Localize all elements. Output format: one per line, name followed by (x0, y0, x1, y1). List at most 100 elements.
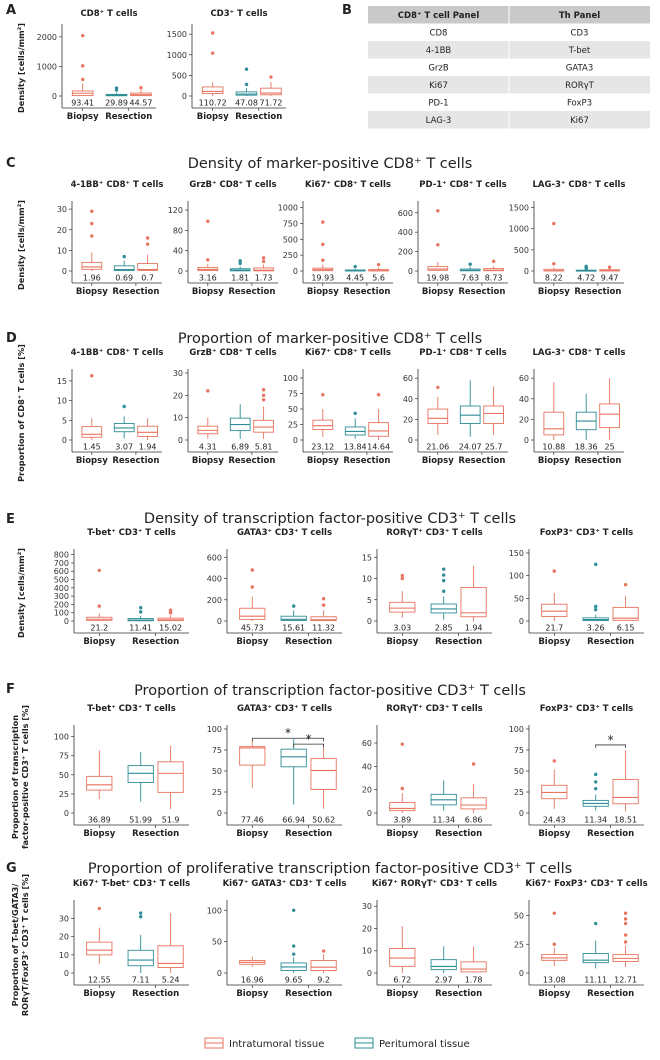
box-iqr (427, 408, 449, 424)
outlier-point (400, 786, 404, 791)
y-tick-label: 100 (283, 374, 298, 383)
box-peritumoral: 3.07 (113, 404, 135, 452)
outlier-point (210, 51, 215, 55)
panel-5: LAG-3⁺ CD8⁺ T cells 0 500 1000 1500 Biopsy Res… (509, 180, 626, 297)
panel-title: T-bet⁺ CD3⁺ T cells (87, 704, 176, 714)
box-intratumoral: 36.89 (86, 750, 113, 825)
outlier-point (244, 67, 249, 71)
outlier-point (552, 911, 556, 915)
box-iqr (612, 778, 639, 805)
significance-star: * (306, 732, 312, 746)
box-peritumoral: 3.26 (582, 562, 609, 633)
median-label: 11.11 (584, 976, 607, 985)
table-cell: GrzB (428, 64, 449, 74)
outlier-point (269, 75, 273, 79)
y-tick-label: 20 (173, 391, 183, 400)
x-group-label: Biopsy (236, 637, 268, 647)
x-group-label: Resection (435, 989, 482, 999)
x-group-label: Resection (435, 829, 482, 839)
y-tick-label: 500 (172, 71, 187, 80)
x-group-label: Biopsy (76, 456, 108, 466)
box-iqr (81, 261, 103, 270)
x-group-label: Resection (132, 637, 179, 647)
median-label: 2.97 (435, 976, 453, 985)
median-label: 19.98 (426, 274, 449, 283)
median-label: 13.08 (543, 976, 566, 985)
median-label: 71.72 (260, 99, 283, 108)
legend-label: Intratumoral tissue (229, 1039, 324, 1050)
median-label: 0.69 (115, 274, 133, 283)
median-label: 6.86 (465, 816, 483, 825)
outlier-point (607, 265, 612, 269)
median-label: 51.99 (129, 816, 152, 825)
y-tick-label: 250 (283, 251, 298, 260)
box-iqr (280, 748, 307, 768)
median-label: 7.63 (461, 274, 479, 283)
box-peritumoral: 1.81 (229, 259, 251, 283)
outlier-point (80, 33, 85, 38)
box-iqr (310, 616, 337, 622)
outlier-point (244, 82, 249, 87)
y-axis-label: Proportion of T-bet/GATA3/ (10, 884, 20, 1007)
y-tick-label: 0 (519, 617, 524, 626)
box-intratumoral: 14.64 (367, 393, 390, 452)
y-tick-label: 0 (408, 267, 413, 276)
outlier-point (594, 786, 598, 791)
y-tick-label: 750 (283, 219, 298, 228)
y-tick-label: 50 (514, 912, 524, 921)
outlier-point (90, 209, 94, 213)
y-tick-label: 80 (173, 226, 183, 235)
box-intratumoral: 15.02 (157, 608, 184, 633)
box-intratumoral: 71.72 (260, 75, 283, 108)
box-intratumoral: 1.94 (137, 418, 158, 452)
box-iqr (430, 959, 457, 971)
outlier-point (623, 917, 628, 921)
panel-1: T-bet⁺ CD3⁺ T cells 0 25 50 75 100 Biopsy Resec… (54, 704, 189, 839)
median-label: 4.31 (199, 443, 217, 452)
box-intratumoral: 1.96 (81, 209, 103, 283)
median-label: 14.64 (367, 443, 390, 452)
y-axis-label: Density [cells/mm²] (16, 200, 26, 290)
y-tick-label: 1500 (167, 30, 187, 39)
panel-title: GATA3⁺ CD3⁺ T cells (237, 528, 332, 538)
median-label: 18.51 (614, 816, 637, 825)
y-tick-label: 25 (514, 940, 524, 949)
box-intratumoral: 21.7 (541, 569, 568, 633)
x-group-label: Resection (574, 287, 621, 297)
median-label: 4.45 (346, 274, 364, 283)
median-label: 1.96 (83, 274, 101, 283)
outlier-point (139, 610, 143, 614)
panel-letter: E (6, 512, 15, 527)
x-group-label: Biopsy (83, 637, 115, 647)
median-label: 21.2 (90, 624, 108, 633)
x-group-label: Biopsy (76, 287, 108, 297)
median-label: 4.72 (577, 274, 595, 283)
x-group-label: Biopsy (538, 456, 570, 466)
y-tick-label: 200 (398, 248, 413, 257)
x-group-label: Biopsy (83, 989, 115, 999)
median-label: 23.12 (311, 443, 334, 452)
median-label: 9.65 (285, 976, 303, 985)
box-intratumoral: 5.81 (253, 388, 274, 452)
outlier-point (400, 576, 404, 581)
panel-2: GrzB⁺ CD8⁺ T cells 0 10 20 30 Biopsy Resection… (173, 348, 278, 466)
panel-letter: A (6, 3, 16, 18)
y-tick-label: 100 (54, 609, 69, 618)
box-intratumoral: 25.7 (483, 386, 504, 452)
x-group-label: Resection (587, 637, 634, 647)
box-peritumoral: 11.34 (582, 772, 609, 825)
table-cell: LAG-3 (426, 116, 452, 126)
outlier-point (623, 911, 628, 915)
panel-2: GATA3⁺ CD3⁺ T cells 0 25 50 75 100 Biopsy Resec… (207, 704, 342, 839)
median-label: 0.7 (141, 274, 154, 283)
outlier-point (594, 562, 598, 567)
panel-title: PD-1⁺ CD8⁺ T cells (419, 180, 506, 190)
y-tick-label: 75 (212, 746, 222, 755)
median-label: 50.62 (312, 816, 335, 825)
median-label: 10.88 (542, 443, 565, 452)
box-peritumoral: 0.69 (113, 254, 135, 283)
y-tick-label: 25 (212, 788, 222, 797)
y-tick-label: 20 (59, 933, 69, 942)
y-tick-label: 0 (64, 809, 69, 818)
panel-title: T-bet⁺ CD3⁺ T cells (87, 528, 176, 538)
